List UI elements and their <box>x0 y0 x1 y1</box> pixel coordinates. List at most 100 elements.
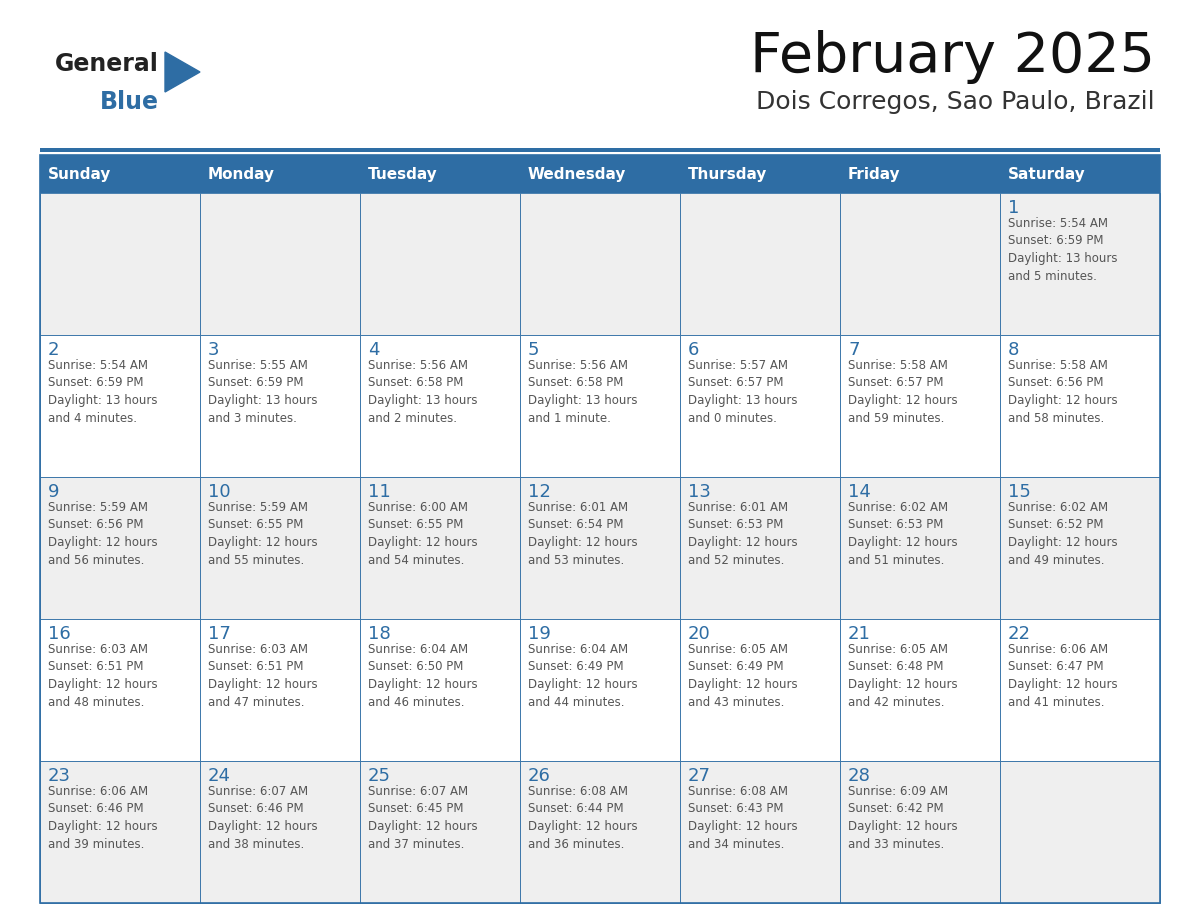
Text: 26: 26 <box>527 767 551 785</box>
Bar <box>520 193 680 335</box>
Text: Sunrise: 6:01 AM
Sunset: 6:53 PM
Daylight: 12 hours
and 52 minutes.: Sunrise: 6:01 AM Sunset: 6:53 PM Dayligh… <box>688 501 797 566</box>
Bar <box>1000 761 1159 903</box>
Bar <box>840 477 1000 619</box>
Text: 3: 3 <box>208 341 220 359</box>
Bar <box>840 193 1000 335</box>
Text: Dois Corregos, Sao Paulo, Brazil: Dois Corregos, Sao Paulo, Brazil <box>757 90 1155 114</box>
Text: Thursday: Thursday <box>688 166 767 182</box>
Bar <box>520 335 680 477</box>
Text: 24: 24 <box>208 767 230 785</box>
Bar <box>40 335 200 477</box>
Bar <box>360 761 520 903</box>
Text: Friday: Friday <box>848 166 901 182</box>
Bar <box>40 155 1159 903</box>
Bar <box>680 761 840 903</box>
Bar <box>1000 193 1159 335</box>
Bar <box>680 477 840 619</box>
Text: Sunrise: 6:07 AM
Sunset: 6:45 PM
Daylight: 12 hours
and 37 minutes.: Sunrise: 6:07 AM Sunset: 6:45 PM Dayligh… <box>368 785 478 850</box>
Text: Sunrise: 5:59 AM
Sunset: 6:56 PM
Daylight: 12 hours
and 56 minutes.: Sunrise: 5:59 AM Sunset: 6:56 PM Dayligh… <box>48 501 158 566</box>
Text: 23: 23 <box>48 767 71 785</box>
Text: Sunrise: 5:57 AM
Sunset: 6:57 PM
Daylight: 13 hours
and 0 minutes.: Sunrise: 5:57 AM Sunset: 6:57 PM Dayligh… <box>688 359 797 424</box>
Text: 22: 22 <box>1007 625 1031 643</box>
Bar <box>1000 477 1159 619</box>
Text: Sunrise: 6:04 AM
Sunset: 6:50 PM
Daylight: 12 hours
and 46 minutes.: Sunrise: 6:04 AM Sunset: 6:50 PM Dayligh… <box>368 643 478 709</box>
Bar <box>520 477 680 619</box>
Text: Sunrise: 6:05 AM
Sunset: 6:49 PM
Daylight: 12 hours
and 43 minutes.: Sunrise: 6:05 AM Sunset: 6:49 PM Dayligh… <box>688 643 797 709</box>
Text: Sunrise: 6:03 AM
Sunset: 6:51 PM
Daylight: 12 hours
and 48 minutes.: Sunrise: 6:03 AM Sunset: 6:51 PM Dayligh… <box>48 643 158 709</box>
Text: Sunrise: 6:06 AM
Sunset: 6:47 PM
Daylight: 12 hours
and 41 minutes.: Sunrise: 6:06 AM Sunset: 6:47 PM Dayligh… <box>1007 643 1118 709</box>
Bar <box>40 148 1159 152</box>
Bar <box>200 335 360 477</box>
Bar <box>360 193 520 335</box>
Text: 16: 16 <box>48 625 71 643</box>
Text: 12: 12 <box>527 483 551 501</box>
Text: Sunrise: 6:08 AM
Sunset: 6:44 PM
Daylight: 12 hours
and 36 minutes.: Sunrise: 6:08 AM Sunset: 6:44 PM Dayligh… <box>527 785 638 850</box>
Text: Sunrise: 5:58 AM
Sunset: 6:57 PM
Daylight: 12 hours
and 59 minutes.: Sunrise: 5:58 AM Sunset: 6:57 PM Dayligh… <box>848 359 958 424</box>
Text: 6: 6 <box>688 341 700 359</box>
Bar <box>360 477 520 619</box>
Bar <box>520 619 680 761</box>
Text: 1: 1 <box>1007 199 1019 217</box>
Text: 7: 7 <box>848 341 859 359</box>
Bar <box>840 619 1000 761</box>
Bar <box>40 761 200 903</box>
Text: 9: 9 <box>48 483 59 501</box>
Bar <box>200 477 360 619</box>
Text: 18: 18 <box>368 625 391 643</box>
Text: 14: 14 <box>848 483 871 501</box>
Text: 27: 27 <box>688 767 710 785</box>
Text: Sunrise: 6:09 AM
Sunset: 6:42 PM
Daylight: 12 hours
and 33 minutes.: Sunrise: 6:09 AM Sunset: 6:42 PM Dayligh… <box>848 785 958 850</box>
Text: Sunrise: 6:03 AM
Sunset: 6:51 PM
Daylight: 12 hours
and 47 minutes.: Sunrise: 6:03 AM Sunset: 6:51 PM Dayligh… <box>208 643 317 709</box>
Text: 19: 19 <box>527 625 551 643</box>
Text: 15: 15 <box>1007 483 1031 501</box>
Bar <box>40 619 200 761</box>
Text: Sunrise: 6:08 AM
Sunset: 6:43 PM
Daylight: 12 hours
and 34 minutes.: Sunrise: 6:08 AM Sunset: 6:43 PM Dayligh… <box>688 785 797 850</box>
Bar <box>40 193 200 335</box>
Bar <box>680 619 840 761</box>
Bar <box>840 335 1000 477</box>
Text: Sunrise: 5:56 AM
Sunset: 6:58 PM
Daylight: 13 hours
and 1 minute.: Sunrise: 5:56 AM Sunset: 6:58 PM Dayligh… <box>527 359 638 424</box>
Text: 17: 17 <box>208 625 230 643</box>
Bar <box>840 761 1000 903</box>
Bar <box>1000 619 1159 761</box>
Text: Sunrise: 6:07 AM
Sunset: 6:46 PM
Daylight: 12 hours
and 38 minutes.: Sunrise: 6:07 AM Sunset: 6:46 PM Dayligh… <box>208 785 317 850</box>
Text: Tuesday: Tuesday <box>368 166 437 182</box>
Text: 13: 13 <box>688 483 710 501</box>
Text: Sunrise: 6:06 AM
Sunset: 6:46 PM
Daylight: 12 hours
and 39 minutes.: Sunrise: 6:06 AM Sunset: 6:46 PM Dayligh… <box>48 785 158 850</box>
Bar <box>1000 335 1159 477</box>
Bar <box>40 477 200 619</box>
Text: Sunrise: 6:05 AM
Sunset: 6:48 PM
Daylight: 12 hours
and 42 minutes.: Sunrise: 6:05 AM Sunset: 6:48 PM Dayligh… <box>848 643 958 709</box>
Text: Sunrise: 5:56 AM
Sunset: 6:58 PM
Daylight: 13 hours
and 2 minutes.: Sunrise: 5:56 AM Sunset: 6:58 PM Dayligh… <box>368 359 478 424</box>
Text: Sunrise: 5:58 AM
Sunset: 6:56 PM
Daylight: 12 hours
and 58 minutes.: Sunrise: 5:58 AM Sunset: 6:56 PM Dayligh… <box>1007 359 1118 424</box>
Text: February 2025: February 2025 <box>750 30 1155 84</box>
Bar <box>360 335 520 477</box>
Text: Sunrise: 5:59 AM
Sunset: 6:55 PM
Daylight: 12 hours
and 55 minutes.: Sunrise: 5:59 AM Sunset: 6:55 PM Dayligh… <box>208 501 317 566</box>
Text: 5: 5 <box>527 341 539 359</box>
Text: Blue: Blue <box>100 90 159 114</box>
Bar <box>520 761 680 903</box>
Bar <box>200 619 360 761</box>
Text: Sunrise: 6:01 AM
Sunset: 6:54 PM
Daylight: 12 hours
and 53 minutes.: Sunrise: 6:01 AM Sunset: 6:54 PM Dayligh… <box>527 501 638 566</box>
Bar <box>200 761 360 903</box>
Text: 2: 2 <box>48 341 59 359</box>
Text: Sunrise: 5:54 AM
Sunset: 6:59 PM
Daylight: 13 hours
and 5 minutes.: Sunrise: 5:54 AM Sunset: 6:59 PM Dayligh… <box>1007 217 1118 283</box>
Text: Sunrise: 5:55 AM
Sunset: 6:59 PM
Daylight: 13 hours
and 3 minutes.: Sunrise: 5:55 AM Sunset: 6:59 PM Dayligh… <box>208 359 317 424</box>
Text: 10: 10 <box>208 483 230 501</box>
Text: 25: 25 <box>368 767 391 785</box>
Bar <box>200 193 360 335</box>
Polygon shape <box>165 52 200 92</box>
Text: 28: 28 <box>848 767 871 785</box>
Bar <box>360 619 520 761</box>
Text: General: General <box>55 52 159 76</box>
Text: Sunrise: 6:02 AM
Sunset: 6:53 PM
Daylight: 12 hours
and 51 minutes.: Sunrise: 6:02 AM Sunset: 6:53 PM Dayligh… <box>848 501 958 566</box>
Text: Sunrise: 6:00 AM
Sunset: 6:55 PM
Daylight: 12 hours
and 54 minutes.: Sunrise: 6:00 AM Sunset: 6:55 PM Dayligh… <box>368 501 478 566</box>
Text: Saturday: Saturday <box>1007 166 1086 182</box>
Bar <box>40 155 1159 193</box>
Text: Sunrise: 5:54 AM
Sunset: 6:59 PM
Daylight: 13 hours
and 4 minutes.: Sunrise: 5:54 AM Sunset: 6:59 PM Dayligh… <box>48 359 158 424</box>
Text: 20: 20 <box>688 625 710 643</box>
Text: Sunday: Sunday <box>48 166 112 182</box>
Text: 4: 4 <box>368 341 379 359</box>
Text: Monday: Monday <box>208 166 274 182</box>
Bar <box>680 193 840 335</box>
Bar <box>680 335 840 477</box>
